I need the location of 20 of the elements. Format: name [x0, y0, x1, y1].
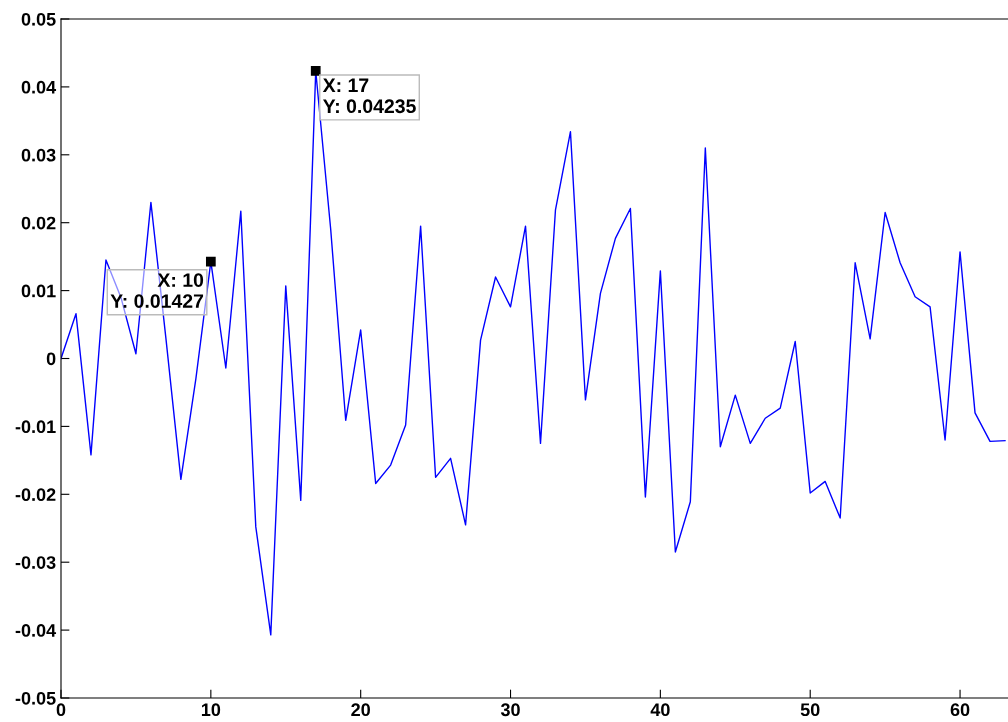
y-tick-label: -0.02 [15, 488, 56, 502]
y-tick-label: 0.05 [21, 12, 56, 26]
x-tick-label: 40 [650, 703, 670, 717]
y-tick-label: 0.04 [21, 80, 57, 94]
y-tick-label: 0 [46, 352, 56, 366]
y-tick-label: -0.04 [15, 624, 57, 637]
x-tick-label: 30 [500, 703, 520, 717]
y-tick-label: -0.01 [15, 420, 56, 434]
x-tick-label: 60 [950, 703, 970, 717]
y-tick-label: -0.05 [15, 691, 56, 705]
x-tick-label: 10 [201, 703, 221, 717]
x-tick-label: 20 [351, 703, 370, 717]
y-tick-label: -0.03 [15, 556, 56, 569]
annotation: X: 17 Y: 0.04235 [322, 78, 416, 114]
annotation: X: 10 Y: 0.01427 [110, 273, 204, 308]
x-tick-label: 0 [56, 703, 66, 717]
y-tick-label: 0.03 [21, 148, 56, 162]
y-tick-label: 0.02 [21, 216, 56, 230]
x-tick-label: 50 [800, 703, 820, 717]
y-tick-label: 0.01 [21, 284, 56, 298]
